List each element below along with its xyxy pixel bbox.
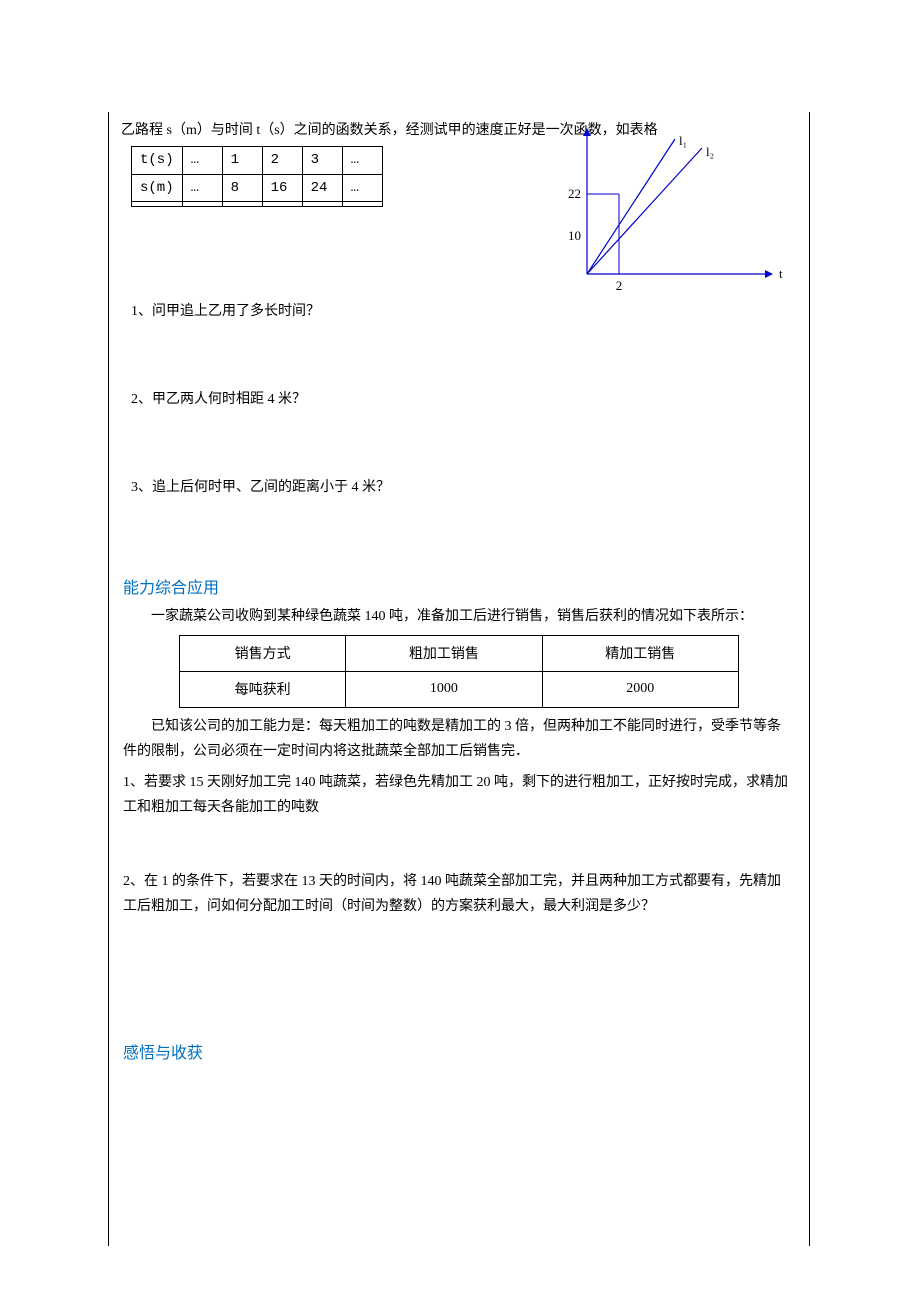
cell: s(m) xyxy=(132,174,183,201)
page-frame: 乙路程 s（m）与时间 t（s）之间的函数关系，经测试甲的速度正好是一次函数，如… xyxy=(108,112,810,1246)
cell xyxy=(132,202,183,207)
cell xyxy=(182,202,222,207)
section-ability-title: 能力综合应用 xyxy=(123,574,797,598)
section2-q2: 2、在 1 的条件下，若要求在 13 天的时间内，将 140 吨蔬菜全部加工完，… xyxy=(123,869,791,919)
section2-q1: 1、若要求 15 天刚好加工完 140 吨蔬菜，若绿色先精加工 20 吨，剩下的… xyxy=(123,770,791,820)
table-row: t(s) … 1 2 3 … xyxy=(132,147,383,174)
svg-text:l₁: l₁ xyxy=(679,133,687,148)
cell: 精加工销售 xyxy=(542,635,738,671)
cell: 2000 xyxy=(542,671,738,707)
svg-text:t: t xyxy=(779,266,783,281)
cell: 24 xyxy=(302,174,342,201)
cell xyxy=(302,202,342,207)
svg-text:22: 22 xyxy=(568,186,581,201)
section-reflection-title: 感悟与收获 xyxy=(123,1039,797,1063)
cell xyxy=(342,202,382,207)
table-row xyxy=(132,202,383,207)
svg-text:2: 2 xyxy=(616,278,623,293)
data-table-1: t(s) … 1 2 3 … s(m) … 8 16 24 … xyxy=(131,146,383,207)
table-row: 每吨获利 1000 2000 xyxy=(180,671,739,707)
cell: 销售方式 xyxy=(180,635,346,671)
cell: 每吨获利 xyxy=(180,671,346,707)
profit-table: 销售方式 粗加工销售 精加工销售 每吨获利 1000 2000 xyxy=(179,635,739,708)
cell: 1000 xyxy=(346,671,542,707)
table-row: s(m) … 8 16 24 … xyxy=(132,174,383,201)
line-chart: 22 10 2 t l₁ l₂ xyxy=(547,124,787,304)
section2-intro: 一家蔬菜公司收购到某种绿色蔬菜 140 吨，准备加工后进行销售，销售后获利的情况… xyxy=(123,604,791,629)
cell: … xyxy=(342,147,382,174)
cell: … xyxy=(182,147,222,174)
cell: 1 xyxy=(222,147,262,174)
content-area: 乙路程 s（m）与时间 t（s）之间的函数关系，经测试甲的速度正好是一次函数，如… xyxy=(109,112,809,1075)
intro-block: 乙路程 s（m）与时间 t（s）之间的函数关系，经测试甲的速度正好是一次函数，如… xyxy=(121,120,797,220)
cell: 8 xyxy=(222,174,262,201)
svg-text:l₂: l₂ xyxy=(706,144,714,159)
cell: 粗加工销售 xyxy=(346,635,542,671)
table-row: 销售方式 粗加工销售 精加工销售 xyxy=(180,635,739,671)
cell: 16 xyxy=(262,174,302,201)
section2-paragraph: 已知该公司的加工能力是：每天粗加工的吨数是精加工的 3 倍，但两种加工不能同时进… xyxy=(123,714,791,764)
cell: 3 xyxy=(302,147,342,174)
cell xyxy=(222,202,262,207)
cell: … xyxy=(182,174,222,201)
cell: t(s) xyxy=(132,147,183,174)
cell xyxy=(262,202,302,207)
question-3: 3、追上后何时甲、乙间的距离小于 4 米？ xyxy=(131,476,797,496)
cell: 2 xyxy=(262,147,302,174)
svg-text:10: 10 xyxy=(568,228,581,243)
questions-block: 1、问甲追上乙用了多长时间？ 2、甲乙两人何时相距 4 米？ 3、追上后何时甲、… xyxy=(131,300,797,496)
cell: … xyxy=(342,174,382,201)
question-2: 2、甲乙两人何时相距 4 米？ xyxy=(131,388,797,408)
